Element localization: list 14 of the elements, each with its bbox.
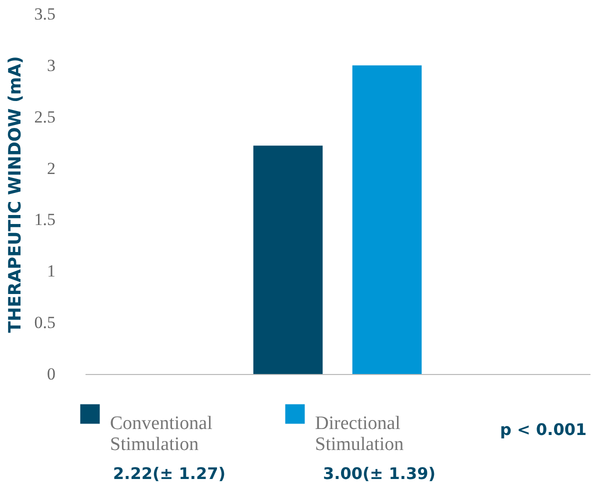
legend-label: Directional Stimulation — [315, 413, 404, 455]
text: 3.00(± 1.39) — [323, 464, 436, 483]
y-tick-label: 2 — [47, 158, 56, 178]
y-tick-label: 2.5 — [34, 107, 56, 126]
text: 2.22(± 1.27) — [113, 464, 226, 483]
y-tick-label: 0 — [47, 364, 56, 384]
y-tick-label: 1.5 — [34, 210, 56, 230]
y-axis-title: THERAPEUTIC WINDOW (mA) — [5, 56, 26, 333]
y-tick-label: 3 — [47, 56, 56, 75]
legend-label: Conventional Stimulation — [110, 413, 212, 455]
text: p < 0.001 — [500, 420, 587, 439]
y-tick-label: 0.5 — [34, 313, 56, 332]
y-tick-label: 1 — [47, 262, 56, 281]
y-tick-label: 3.5 — [34, 4, 56, 24]
